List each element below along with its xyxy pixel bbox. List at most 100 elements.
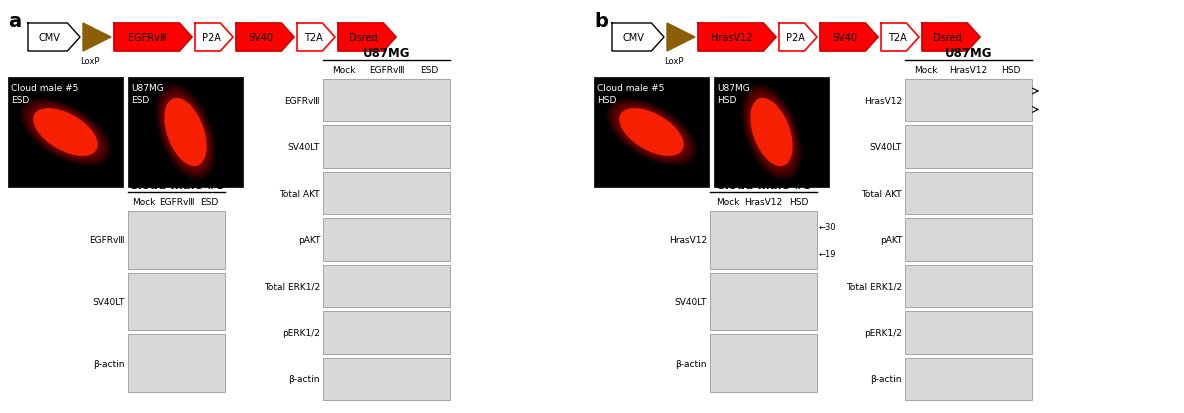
- Bar: [905, 358, 1032, 400]
- Ellipse shape: [165, 99, 207, 167]
- Text: SV40LT: SV40LT: [288, 143, 320, 152]
- Ellipse shape: [748, 95, 794, 170]
- Text: ←19: ←19: [819, 249, 837, 258]
- Text: HSD: HSD: [718, 96, 736, 105]
- Ellipse shape: [160, 92, 211, 173]
- Bar: [905, 219, 1032, 261]
- Ellipse shape: [619, 109, 684, 157]
- Ellipse shape: [606, 99, 696, 166]
- Text: pAKT: pAKT: [297, 235, 320, 244]
- Ellipse shape: [742, 85, 802, 180]
- Bar: [710, 211, 817, 269]
- Text: P2A: P2A: [785, 33, 804, 43]
- Bar: [128, 335, 225, 392]
- Text: Dsred: Dsred: [933, 33, 961, 43]
- Ellipse shape: [162, 95, 208, 170]
- Bar: [323, 80, 450, 122]
- Text: Total AKT: Total AKT: [862, 189, 902, 198]
- Text: β-actin: β-actin: [676, 359, 707, 368]
- Text: pERK1/2: pERK1/2: [282, 328, 320, 337]
- Ellipse shape: [33, 109, 98, 157]
- Text: U87MG: U87MG: [362, 47, 410, 60]
- Ellipse shape: [30, 107, 101, 159]
- Bar: [905, 80, 1032, 122]
- Ellipse shape: [610, 102, 694, 164]
- Text: Total AKT: Total AKT: [279, 189, 320, 198]
- Text: Total ERK1/2: Total ERK1/2: [264, 282, 320, 291]
- Text: EGFRvⅢ: EGFRvⅢ: [128, 33, 167, 43]
- Text: Mock: Mock: [133, 197, 156, 206]
- Text: T2A: T2A: [888, 33, 906, 43]
- Ellipse shape: [616, 107, 687, 159]
- Bar: [710, 273, 817, 330]
- Bar: [905, 173, 1032, 215]
- Text: EGFRvⅢ: EGFRvⅢ: [159, 197, 194, 206]
- Bar: [594, 78, 709, 188]
- Bar: [128, 78, 243, 188]
- Polygon shape: [922, 24, 980, 52]
- Text: U87MG: U87MG: [718, 84, 749, 93]
- Text: Total ERK1/2: Total ERK1/2: [845, 282, 902, 291]
- Text: CMV: CMV: [623, 33, 645, 43]
- Text: Cloud male #5: Cloud male #5: [11, 84, 78, 93]
- Text: HSD: HSD: [790, 197, 809, 206]
- Ellipse shape: [613, 104, 690, 161]
- Text: SV40: SV40: [832, 33, 857, 43]
- Text: HSD: HSD: [597, 96, 617, 105]
- Ellipse shape: [24, 102, 108, 164]
- Polygon shape: [297, 24, 335, 52]
- Text: β-actin: β-actin: [289, 374, 320, 383]
- Text: P2A: P2A: [201, 33, 220, 43]
- Bar: [905, 311, 1032, 354]
- Text: LoxP: LoxP: [81, 57, 99, 66]
- Text: EGFRvⅢ: EGFRvⅢ: [284, 97, 320, 105]
- Bar: [905, 126, 1032, 169]
- Text: β-actin: β-actin: [94, 359, 126, 368]
- Ellipse shape: [746, 92, 797, 173]
- Ellipse shape: [744, 88, 799, 177]
- Bar: [714, 78, 829, 188]
- Text: β-actin: β-actin: [870, 374, 902, 383]
- Bar: [905, 265, 1032, 307]
- Bar: [323, 265, 450, 307]
- Text: Cloud male #5: Cloud male #5: [715, 178, 811, 192]
- Text: HrasV12: HrasV12: [950, 66, 987, 75]
- Text: HrasV12: HrasV12: [745, 197, 783, 206]
- Text: b: b: [594, 12, 607, 31]
- Text: pAKT: pAKT: [880, 235, 902, 244]
- Polygon shape: [881, 24, 919, 52]
- Polygon shape: [114, 24, 192, 52]
- Text: EGFRvⅢ: EGFRvⅢ: [90, 236, 126, 245]
- Text: SV40: SV40: [249, 33, 274, 43]
- Text: HrasV12: HrasV12: [710, 33, 752, 43]
- Polygon shape: [195, 24, 233, 52]
- Text: Mock: Mock: [914, 66, 938, 75]
- Text: SV40LT: SV40LT: [869, 143, 902, 152]
- Bar: [8, 78, 123, 188]
- Text: SV40LT: SV40LT: [92, 297, 126, 306]
- Text: Dsred: Dsred: [348, 33, 378, 43]
- Text: Cloud male #5: Cloud male #5: [597, 84, 664, 93]
- Bar: [323, 358, 450, 400]
- Text: ESD: ESD: [200, 197, 218, 206]
- Bar: [710, 335, 817, 392]
- Text: ESD: ESD: [11, 96, 30, 105]
- Bar: [323, 219, 450, 261]
- Text: U87MG: U87MG: [945, 47, 992, 60]
- Bar: [323, 311, 450, 354]
- Text: ←30: ←30: [819, 222, 837, 231]
- Polygon shape: [28, 24, 81, 52]
- Text: pERK1/2: pERK1/2: [864, 328, 902, 337]
- Polygon shape: [83, 24, 111, 52]
- Polygon shape: [779, 24, 817, 52]
- Ellipse shape: [27, 104, 104, 161]
- Ellipse shape: [20, 99, 111, 166]
- Polygon shape: [821, 24, 879, 52]
- Polygon shape: [236, 24, 294, 52]
- Bar: [323, 126, 450, 169]
- Text: Mock: Mock: [716, 197, 740, 206]
- Text: HSD: HSD: [1002, 66, 1021, 75]
- Text: EGFRvⅢ: EGFRvⅢ: [368, 66, 404, 75]
- Bar: [128, 211, 225, 269]
- Ellipse shape: [751, 99, 792, 167]
